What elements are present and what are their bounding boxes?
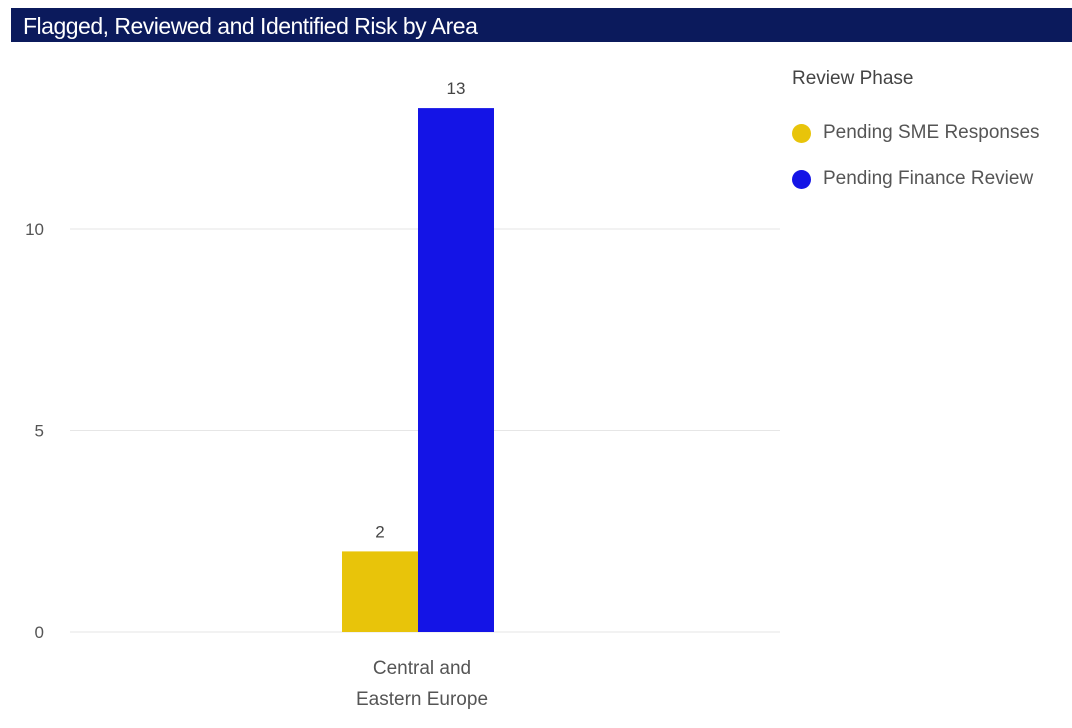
- y-tick-label: 5: [35, 422, 44, 441]
- legend-label: Pending SME Responses: [823, 122, 1040, 143]
- legend-label: Pending Finance Review: [823, 168, 1034, 189]
- chart-title: Flagged, Reviewed and Identified Risk by…: [23, 13, 478, 39]
- legend-items: Pending SME Responses Pending Finance Rev…: [792, 110, 1067, 202]
- legend-marker: [792, 169, 811, 189]
- legend-title: Review Phase: [792, 68, 914, 89]
- chart-title-bar: Flagged, Reviewed and Identified Risk by…: [8, 8, 1072, 42]
- data-label: 2: [375, 522, 384, 541]
- legend: Review Phase Pending SME Responses Pendin…: [792, 68, 1067, 202]
- legend-item: Pending SME Responses: [792, 110, 1067, 156]
- y-tick-label: 0: [35, 623, 44, 642]
- bar: [342, 551, 418, 632]
- y-tick-label: 10: [25, 220, 44, 239]
- x-category-label: Central and: [373, 658, 471, 679]
- legend-item: Pending Finance Review: [792, 156, 1067, 202]
- bar: [418, 108, 494, 633]
- x-category-label: Eastern Europe: [356, 689, 488, 710]
- legend-marker: [792, 123, 811, 143]
- data-label: 13: [447, 79, 466, 98]
